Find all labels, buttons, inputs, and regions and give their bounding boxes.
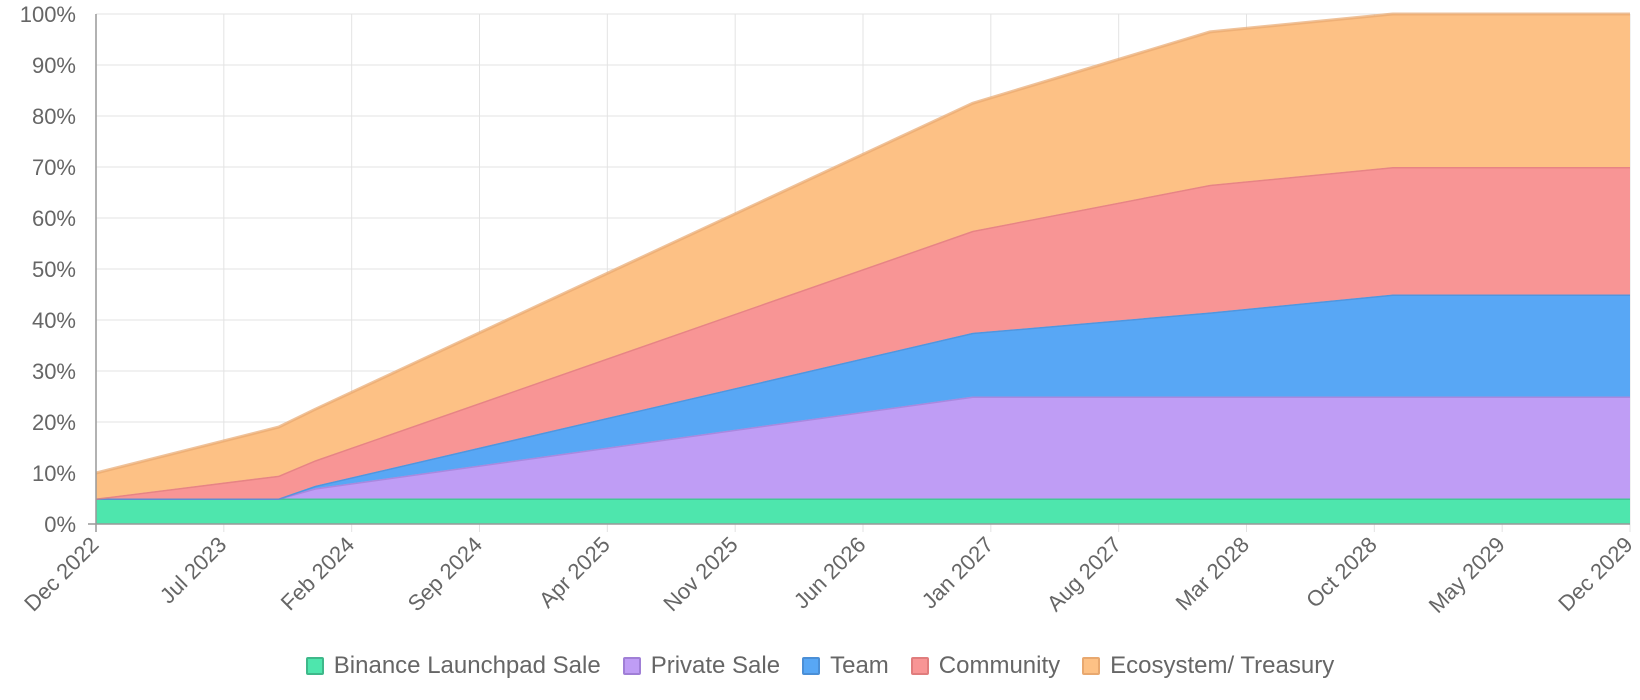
x-tick-label: Sep 2024 xyxy=(403,532,487,616)
legend-item[interactable]: Team xyxy=(802,652,889,680)
area-series xyxy=(96,396,1630,499)
legend: Binance Launchpad Sale Private Sale Team Co… xyxy=(0,652,1640,680)
x-tick-label: Oct 2028 xyxy=(1301,532,1382,613)
x-tick-label: Jan 2027 xyxy=(917,532,999,614)
legend-item[interactable]: Private Sale xyxy=(622,652,781,680)
area-series xyxy=(96,14,1630,499)
y-tick-label: 80% xyxy=(32,104,76,129)
legend-swatch xyxy=(622,657,641,675)
y-tick-label: 30% xyxy=(32,359,76,384)
stacked-area-chart: 0% 10% 20% 30% 40% 50% 60% 70% 80% 90% 100% Dec 202… xyxy=(19,2,1637,618)
y-tick-label: 100% xyxy=(20,2,76,27)
legend-swatch xyxy=(802,657,821,675)
y-tick-label: 10% xyxy=(32,461,76,486)
area-series xyxy=(96,167,1630,499)
x-tick-label: Jul 2023 xyxy=(155,532,232,609)
x-tick-label: Apr 2025 xyxy=(534,532,615,613)
legend-item[interactable]: Binance Launchpad Sale xyxy=(305,652,601,680)
y-tick-label: 0% xyxy=(44,512,76,537)
x-tick-label: May 2029 xyxy=(1424,532,1510,618)
area-series xyxy=(96,294,1630,499)
legend-swatch xyxy=(910,657,929,675)
area-series-line xyxy=(95,12,1630,475)
x-tick-label: Feb 2024 xyxy=(276,532,359,615)
y-tick-label: 50% xyxy=(32,257,76,282)
y-tick-label: 40% xyxy=(32,308,76,333)
legend-label: Binance Launchpad Sale xyxy=(333,652,601,679)
x-tick-label: Nov 2025 xyxy=(658,532,742,616)
areas xyxy=(95,12,1630,524)
legend-item[interactable]: Ecosystem/ Treasury xyxy=(1082,652,1334,680)
legend-label: Private Sale xyxy=(650,652,781,679)
x-tick-label: Jun 2026 xyxy=(789,532,871,614)
legend-label: Team xyxy=(830,652,889,679)
legend-label: Community xyxy=(938,652,1061,679)
legend-label: Ecosystem/ Treasury xyxy=(1110,652,1335,679)
y-tick-label: 60% xyxy=(32,206,76,231)
y-tick-label: 20% xyxy=(32,410,76,435)
x-tick-label: Aug 2027 xyxy=(1042,532,1126,616)
legend-swatch xyxy=(305,657,324,675)
y-tick-label: 70% xyxy=(32,155,76,180)
x-tick-label: Mar 2028 xyxy=(1171,532,1254,615)
y-tick-label: 90% xyxy=(32,53,76,78)
legend-item[interactable]: Community xyxy=(910,652,1061,680)
x-tick-label: Dec 2029 xyxy=(1553,532,1637,616)
x-tick-label: Dec 2022 xyxy=(19,532,103,616)
legend-swatch xyxy=(1082,657,1101,675)
area-series xyxy=(96,498,1630,524)
